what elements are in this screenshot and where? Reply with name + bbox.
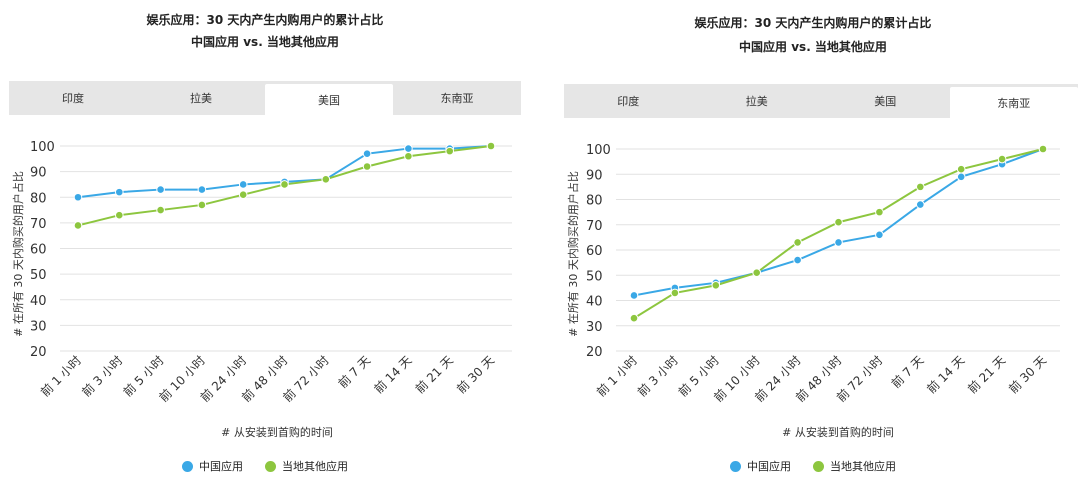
legend-dot-icon (265, 460, 276, 472)
x-tick-label: 前 14 天 (924, 353, 968, 397)
data-point (115, 187, 124, 197)
y-tick-label: 90 (586, 168, 603, 183)
data-point (362, 149, 372, 158)
legend-label: 当地其他应用 (282, 460, 348, 473)
data-point (73, 221, 83, 230)
tab-latam[interactable]: 拉美 (190, 92, 212, 105)
x-tick-label: 前 3 小时 (634, 353, 681, 400)
data-point (238, 190, 248, 199)
y-tick-label: 60 (586, 244, 603, 259)
chart-panel-right: 娱乐应用：30 天内产生内购用户的累计占比 中国应用 vs. 当地其他应用 印度… (548, 0, 1078, 481)
data-point (956, 164, 966, 174)
y-tick-label: 50 (30, 268, 47, 283)
x-tick-label: 前 30 天 (453, 353, 497, 397)
y-tick-label: 70 (30, 217, 47, 232)
data-point (156, 205, 165, 215)
chart-panel-left: 娱乐应用：30 天内产生内购用户的累计占比 中国应用 vs. 当地其他应用 印度… (0, 0, 530, 481)
tab-usa[interactable]: 美国 (874, 95, 897, 108)
data-point (629, 313, 639, 323)
region-tabs: 印度 拉美 美国 东南亚 (9, 81, 521, 115)
data-point (670, 288, 680, 298)
y-tick-label: 40 (30, 294, 47, 309)
legend: 中国应用 当地其他应用 (548, 458, 1078, 474)
y-tick-label: 40 (586, 295, 603, 310)
y-tick-label: 50 (586, 269, 603, 284)
legend-item-local[interactable]: 当地其他应用 (813, 458, 896, 474)
legend-dot-icon (730, 460, 741, 472)
data-point (486, 141, 496, 151)
data-point (916, 200, 925, 209)
data-point (875, 207, 884, 217)
data-point (834, 217, 843, 227)
legend-label: 中国应用 (199, 460, 243, 473)
x-tick-label: 前 30 天 (1005, 353, 1049, 397)
chart-subtitle: 中国应用 vs. 当地其他应用 (739, 40, 887, 54)
data-point (362, 162, 372, 171)
data-point (238, 180, 248, 189)
legend-label: 中国应用 (747, 460, 791, 473)
y-tick-label: 70 (586, 219, 603, 234)
legend-label: 当地其他应用 (830, 460, 896, 473)
data-point (156, 185, 165, 194)
data-point (73, 192, 83, 202)
chart-title: 娱乐应用：30 天内产生内购用户的累计占比 (694, 16, 932, 30)
y-tick-label: 90 (30, 166, 47, 181)
data-point (793, 255, 802, 265)
y-tick-label: 100 (30, 140, 55, 155)
data-point (280, 180, 289, 189)
y-tick-label: 80 (586, 194, 603, 209)
data-point (916, 182, 925, 192)
y-tick-label: 100 (586, 143, 611, 158)
data-point (711, 281, 721, 290)
x-tick-label: 前 3 小时 (79, 353, 126, 400)
tab-india[interactable]: 印度 (617, 95, 640, 108)
data-point (321, 175, 331, 184)
legend-item-china[interactable]: 中国应用 (182, 458, 243, 474)
data-point (997, 154, 1007, 164)
tab-latam[interactable]: 拉美 (745, 95, 768, 108)
tab-usa[interactable]: 美国 (265, 84, 393, 115)
y-tick-label: 30 (586, 320, 603, 335)
y-tick-label: 20 (30, 345, 47, 360)
tab-southeast-asia[interactable]: 东南亚 (440, 92, 474, 105)
data-point (1038, 144, 1048, 154)
y-tick-label: 60 (30, 243, 47, 258)
data-point (752, 268, 761, 278)
legend-item-china[interactable]: 中国应用 (730, 458, 791, 474)
data-point (875, 230, 884, 240)
y-axis-label: # 在所有 30 天内购买的用户占比 (11, 171, 25, 337)
chart-subtitle: 中国应用 vs. 当地其他应用 (191, 35, 339, 49)
data-point (197, 185, 207, 194)
region-tabs: 印度 拉美 美国 东南亚 (564, 84, 1078, 118)
data-point (445, 146, 455, 156)
data-point (793, 238, 802, 247)
legend-dot-icon (813, 460, 824, 472)
tab-southeast-asia[interactable]: 东南亚 (949, 87, 1078, 118)
data-point (404, 151, 413, 161)
x-axis-label: # 从安装到首购的时间 (782, 425, 894, 439)
y-tick-label: 20 (586, 345, 603, 360)
legend-dot-icon (182, 460, 193, 472)
y-tick-label: 80 (30, 191, 47, 206)
data-point (834, 238, 843, 247)
x-tick-label: 前 7 天 (335, 353, 373, 391)
legend: 中国应用 当地其他应用 (0, 458, 530, 474)
data-point (404, 144, 413, 153)
y-tick-label: 30 (30, 319, 47, 334)
data-point (197, 200, 207, 210)
data-point (115, 210, 124, 220)
x-tick-label: 前 21 天 (412, 353, 456, 397)
tab-india[interactable]: 印度 (62, 92, 84, 105)
x-tick-label: 前 14 天 (371, 353, 415, 397)
data-point (956, 172, 966, 182)
y-axis-label: # 在所有 30 天内购买的用户占比 (566, 171, 580, 337)
x-axis-label: # 从安装到首购的时间 (221, 425, 333, 439)
legend-item-local[interactable]: 当地其他应用 (265, 458, 348, 474)
chart-title: 娱乐应用：30 天内产生内购用户的累计占比 (146, 13, 384, 27)
data-point (629, 291, 639, 300)
x-tick-label: 前 7 天 (888, 353, 926, 391)
x-tick-label: 前 21 天 (964, 353, 1008, 397)
